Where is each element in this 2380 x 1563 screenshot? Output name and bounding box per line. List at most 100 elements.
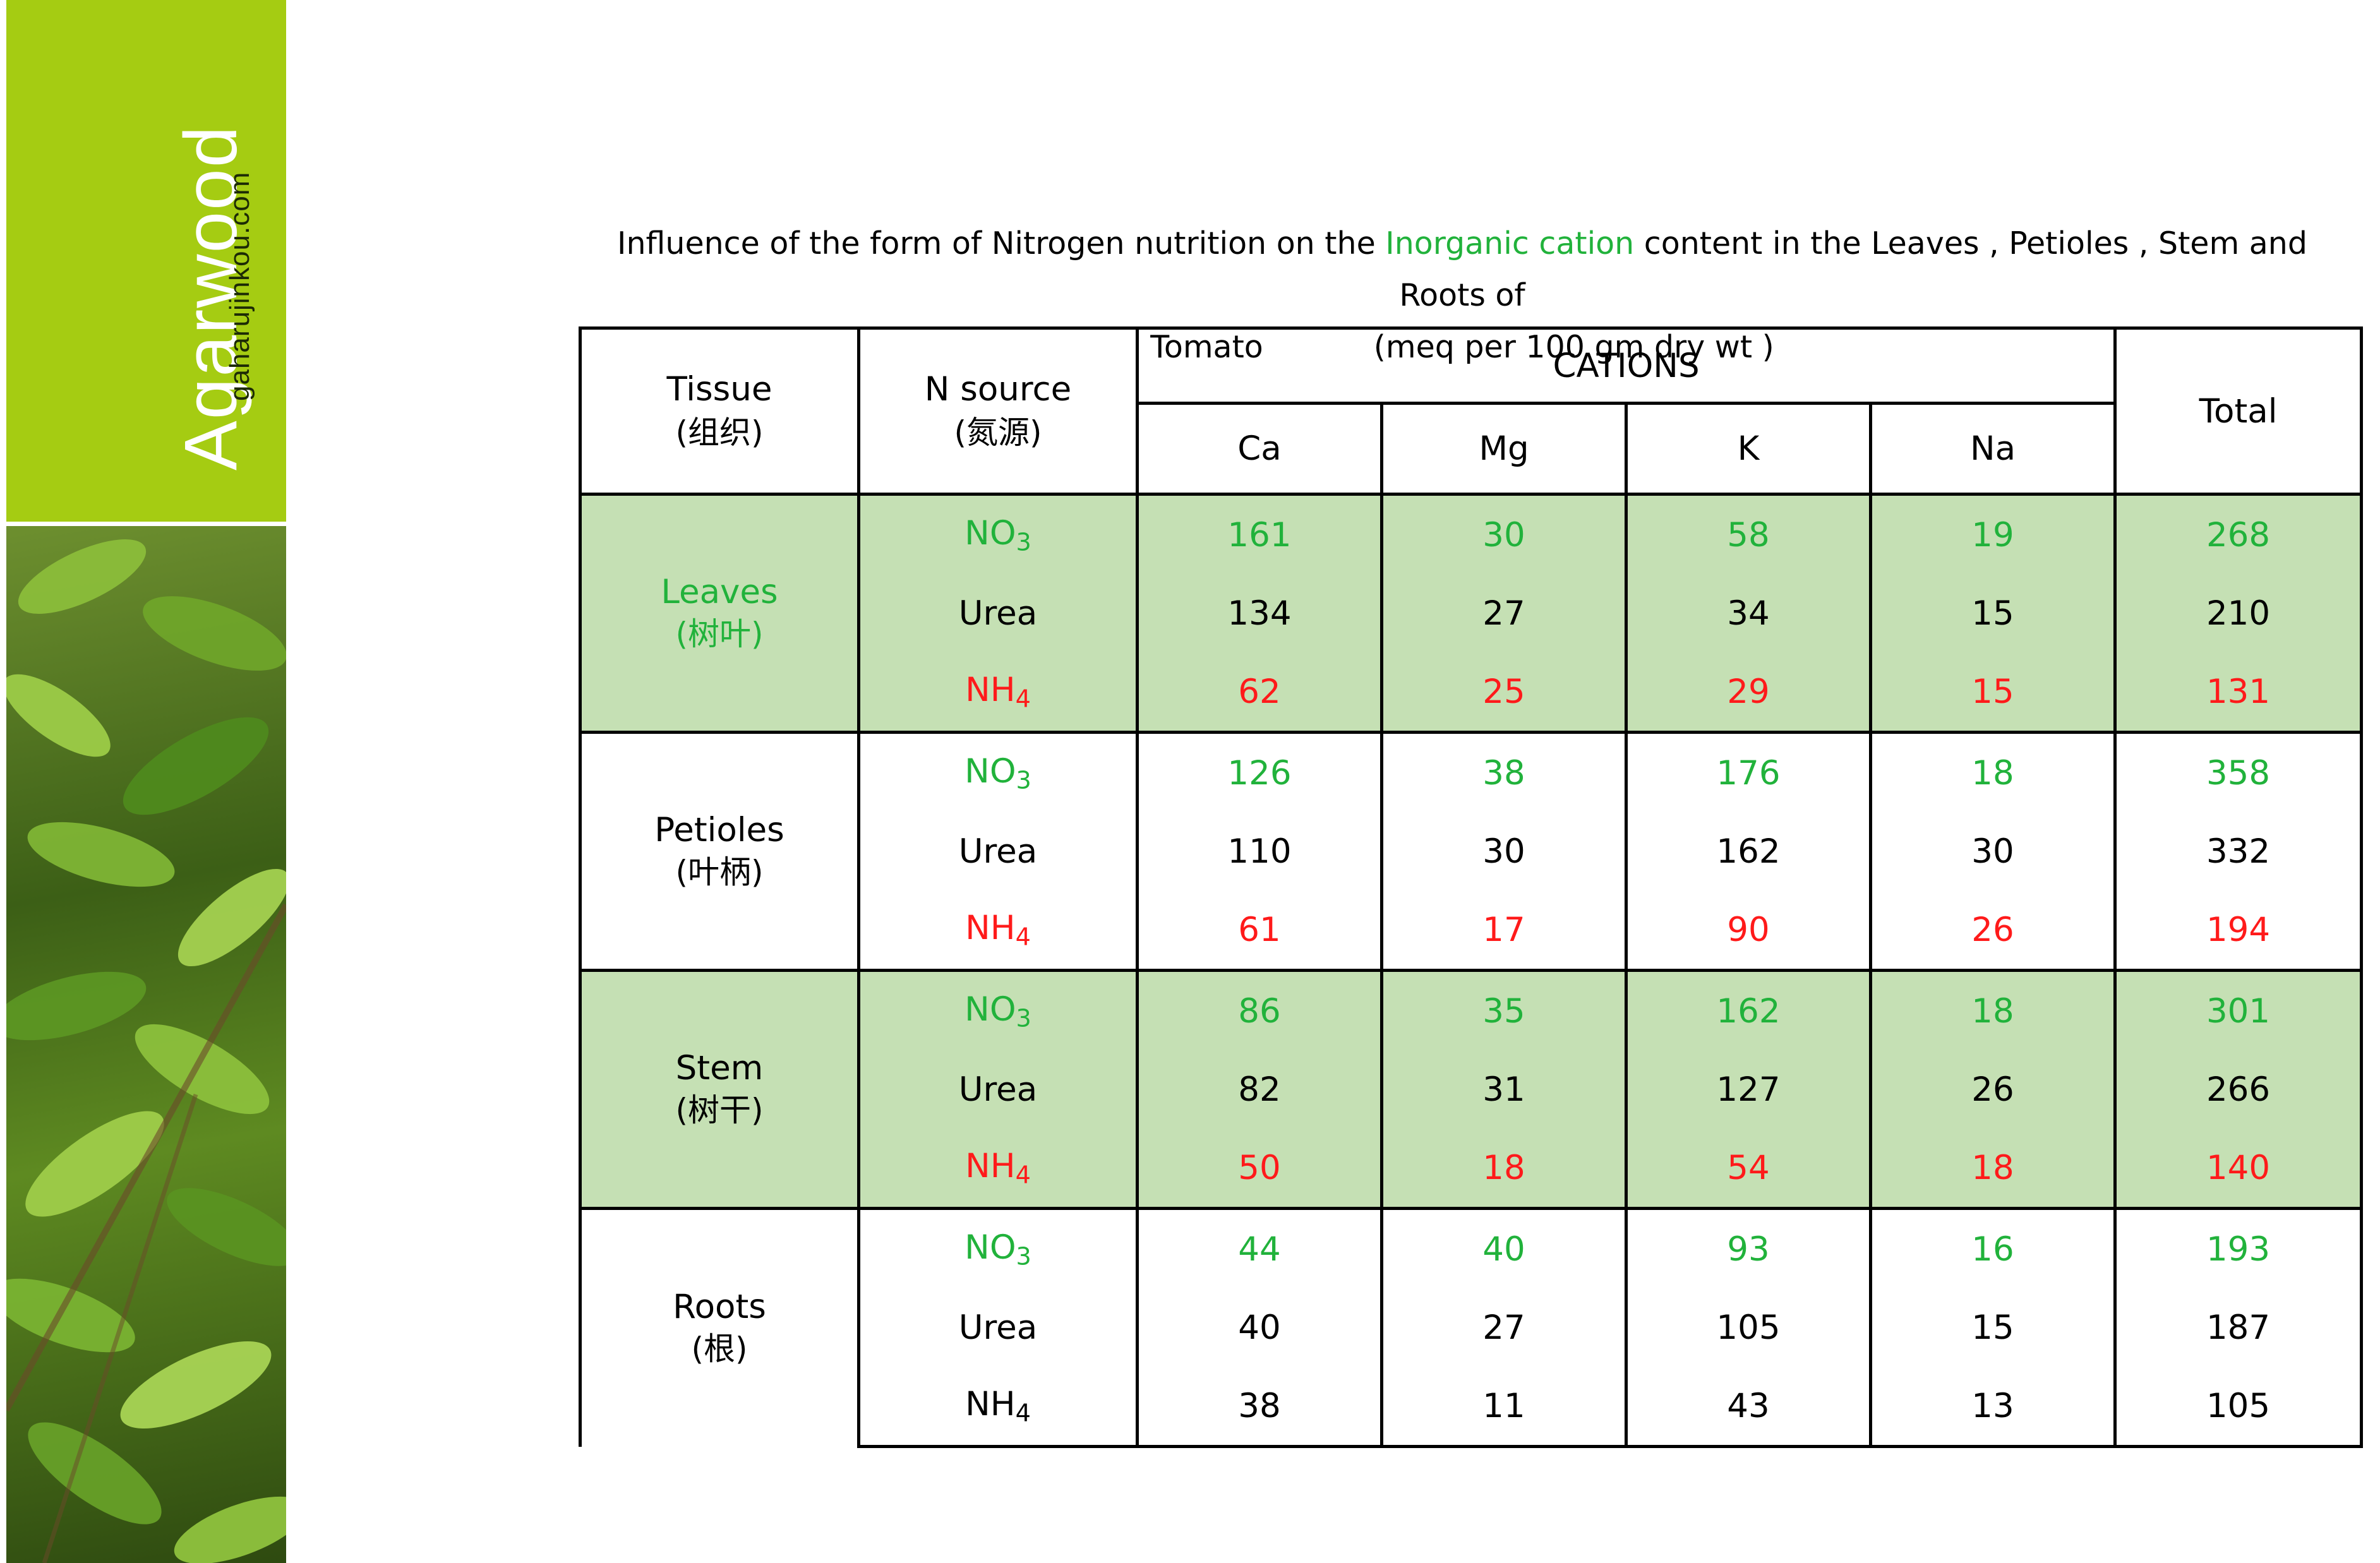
value-mg: 17 [1380,890,1628,972]
value-total: 332 [2113,812,2364,890]
value-ca: 82 [1136,1050,1383,1129]
brand-site: gaharujinkou.com [224,171,255,401]
tissue-name-cn: (叶柄) [675,854,764,890]
header-k: K [1625,402,1872,496]
value-k: 29 [1625,652,1872,734]
header-nsource-cn: (氮源) [954,414,1042,451]
value-mg: 25 [1380,652,1628,734]
value-mg: 40 [1380,1207,1628,1288]
header-mg: Mg [1380,402,1628,496]
header-cations: CATIONS [1135,326,2117,405]
group-leaves: Leaves (树叶) NO3 161 30 58 19 268 Urea 13… [579,493,2364,734]
caption-text-end: content in the Leaves , Petioles , Stem … [1399,225,2307,313]
value-na: 18 [1868,969,2117,1050]
value-total: 131 [2113,652,2364,734]
header-nsource-label: N source [924,370,1072,409]
table-row: NH4 62 25 29 15 131 [580,652,2364,734]
source-urea: Urea [857,574,1139,652]
value-na: 13 [1868,1367,2117,1448]
value-ca: 61 [1136,890,1383,972]
source-nh4: NH4 [857,652,1139,734]
source-no3: NO3 [857,1207,1139,1288]
value-ca: 62 [1136,652,1383,734]
value-mg: 31 [1380,1050,1628,1129]
source-nh4: NH4 [857,890,1139,972]
value-mg: 27 [1380,1288,1628,1367]
table-row: Roots (根) NO3 44 40 93 16 193 [579,1207,2364,1447]
value-na: 19 [1868,493,2117,574]
leaves-photo [6,526,286,1563]
table-row: Urea 82 31 127 26 266 [580,1050,2364,1129]
value-na: 26 [1868,890,2117,972]
tissue-cell: Roots (根) [579,1207,860,1447]
source-urea: Urea [857,1050,1139,1129]
value-na: 16 [1868,1207,2117,1288]
value-k: 176 [1625,731,1872,812]
tissue-cell: Petioles (叶柄) [579,731,860,971]
source-urea: Urea [857,812,1139,890]
group-petioles: Petioles (叶柄) NO3 126 38 176 18 358 Urea… [579,731,2364,972]
value-total: 194 [2113,890,2364,972]
tissue-name-cn: (树干) [675,1092,764,1129]
value-k: 93 [1625,1207,1872,1288]
table-row: NH4 38 11 43 13 105 [580,1367,2364,1448]
value-k: 127 [1625,1050,1872,1129]
tissue-name: Stem [675,1049,764,1087]
source-no3: NO3 [857,493,1139,574]
sidebar: Agarwood gaharujinkou.com [0,0,286,1563]
table-row: Urea 110 30 162 30 332 [580,812,2364,890]
table-row: NH4 61 17 90 26 194 [580,890,2364,972]
value-na: 18 [1868,1129,2117,1210]
sidebar-divider [0,522,286,526]
value-total: 210 [2113,574,2364,652]
value-mg: 11 [1380,1367,1628,1448]
table-row: NH4 50 18 54 18 140 [580,1129,2364,1210]
value-ca: 40 [1136,1288,1383,1367]
value-mg: 30 [1380,812,1628,890]
header-tissue-cn: (组织) [675,414,764,451]
source-urea: Urea [857,1288,1139,1367]
value-ca: 38 [1136,1367,1383,1448]
cation-table: Tissue (组织) N source (氮源) CATIONS Total … [579,326,2364,1448]
value-ca: 126 [1136,731,1383,812]
header-tissue: Tissue (组织) [579,326,860,496]
value-na: 26 [1868,1050,2117,1129]
value-ca: 86 [1136,969,1383,1050]
source-nh4: NH4 [857,1129,1139,1210]
value-k: 162 [1625,969,1872,1050]
leaves-illustration [6,539,286,1563]
value-total: 193 [2113,1207,2364,1288]
brand-panel [0,0,286,522]
group-stem: Stem (树干) NO3 86 35 162 18 301 Urea 82 3… [579,969,2364,1210]
table-row: Leaves (树叶) NO3 161 30 58 19 268 [579,493,2364,733]
value-ca: 161 [1136,493,1383,574]
caption-highlight: Inorganic cation [1385,225,1635,261]
tissue-cell: Stem (树干) [579,969,860,1209]
group-roots: Roots (根) NO3 44 40 93 16 193 Urea 40 27… [579,1207,2364,1448]
tissue-name: Petioles [654,811,784,849]
value-mg: 35 [1380,969,1628,1050]
value-total: 140 [2113,1129,2364,1210]
value-ca: 134 [1136,574,1383,652]
value-total: 358 [2113,731,2364,812]
value-k: 90 [1625,890,1872,972]
value-ca: 44 [1136,1207,1383,1288]
value-k: 162 [1625,812,1872,890]
header-na: Na [1868,402,2117,496]
tissue-name: Roots [673,1288,766,1327]
table-row: Urea 40 27 105 15 187 [580,1288,2364,1367]
caption-text: Influence of the form of Nitrogen nutrit… [617,225,1386,261]
value-total: 268 [2113,493,2364,574]
header-tissue-label: Tissue [666,370,772,409]
value-mg: 18 [1380,1129,1628,1210]
value-k: 34 [1625,574,1872,652]
tissue-name: Leaves [661,573,778,611]
caption-line-1: Influence of the form of Nitrogen nutrit… [575,218,2350,321]
source-nh4: NH4 [857,1367,1139,1448]
value-na: 30 [1868,812,2117,890]
value-k: 43 [1625,1367,1872,1448]
value-na: 15 [1868,652,2117,734]
value-total: 301 [2113,969,2364,1050]
value-mg: 30 [1380,493,1628,574]
value-mg: 27 [1380,574,1628,652]
